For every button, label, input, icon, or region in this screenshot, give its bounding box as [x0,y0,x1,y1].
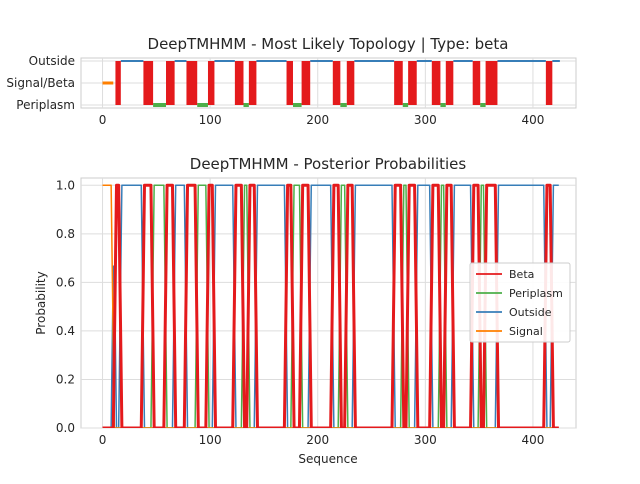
outside-segment [497,60,546,62]
topology-segments [102,60,560,107]
posterior-series [102,183,560,428]
legend-label-beta: Beta [509,268,534,281]
periplasm-segment [292,103,302,107]
beta-segment [301,61,311,105]
legend-box [469,262,571,343]
posterior-x-tick-label: 400 [522,433,545,447]
beta-segment [234,61,244,105]
periplasm-segment [440,103,446,107]
posterior-y-tick-label: 0.8 [56,227,75,241]
beta-segment [445,61,454,105]
beta-segment [115,61,121,105]
beta-segment [472,61,481,105]
outside-segment [416,60,432,62]
beta-segment [143,61,154,105]
beta-segment [332,61,341,105]
posterior-y-tick-label: 0.6 [56,275,75,289]
posterior-chart: DeepTMHMM - Posterior Probabilities 0.00… [34,155,577,466]
posterior-chart-title: DeepTMHMM - Posterior Probabilities [190,155,467,173]
posterior-y-tick-label: 0.0 [56,421,75,435]
beta-segment [485,61,498,105]
beta-segment [286,61,293,105]
outside-segment [174,60,187,62]
beta-segment [166,61,175,105]
beta-segment [207,61,215,105]
outside-segment [214,60,235,62]
topology-x-tick-label: 400 [522,113,545,127]
series-line-outside [102,184,559,428]
beta-segment [408,61,417,105]
beta-segment [545,61,553,105]
posterior-x-axis-label: Sequence [298,452,357,466]
periplasm-segment [243,103,249,107]
outside-segment [453,60,473,62]
outside-segment [552,60,560,62]
periplasm-segment [480,103,486,107]
posterior-x-tick-labels: 0 100 200 300 400 [99,433,545,447]
topology-y-tick-label: Periplasm [16,98,75,112]
periplasm-segment [153,103,167,107]
periplasm-segment [340,103,347,107]
signal-segment [102,81,114,85]
outside-segment [310,60,333,62]
topology-x-tick-label: 300 [414,113,437,127]
topology-x-tick-labels: 0 100 200 300 400 [99,113,545,127]
topology-x-tick-label: 0 [99,113,107,127]
outside-segment [120,60,144,62]
beta-segment [346,61,355,105]
posterior-x-tick-label: 100 [199,433,222,447]
beta-segment [186,61,198,105]
topology-x-tick-label: 100 [199,113,222,127]
outside-segment [256,60,287,62]
topology-chart-title: DeepTMHMM - Most Likely Topology | Type:… [148,35,509,53]
outside-segment [354,60,395,62]
topology-y-tick-labels: Outside Signal/Beta Periplasm [6,54,75,112]
legend-label-periplasm: Periplasm [509,287,563,300]
posterior-y-tick-label: 1.0 [56,178,75,192]
beta-segment [248,61,257,105]
posterior-x-tick-label: 0 [99,433,107,447]
posterior-x-tick-label: 300 [414,433,437,447]
beta-segment [394,61,403,105]
posterior-y-tick-label: 0.4 [56,324,75,338]
posterior-y-tick-label: 0.2 [56,372,75,386]
legend: Beta Periplasm Outside Signal [469,262,571,343]
periplasm-segment [402,103,409,107]
legend-label-outside: Outside [509,306,552,319]
legend-label-signal: Signal [509,325,543,338]
posterior-x-tick-label: 200 [306,433,329,447]
topology-x-tick-label: 200 [306,113,329,127]
series-line-periplasm [102,184,559,428]
topology-y-tick-label: Outside [29,54,75,68]
beta-segment [431,61,441,105]
topology-chart: DeepTMHMM - Most Likely Topology | Type:… [6,35,577,127]
posterior-y-tick-labels: 0.0 0.2 0.4 0.6 0.8 1.0 [56,178,75,435]
periplasm-segment [197,103,208,107]
posterior-y-axis-label: Probability [34,271,48,334]
topology-y-tick-label: Signal/Beta [6,76,75,90]
